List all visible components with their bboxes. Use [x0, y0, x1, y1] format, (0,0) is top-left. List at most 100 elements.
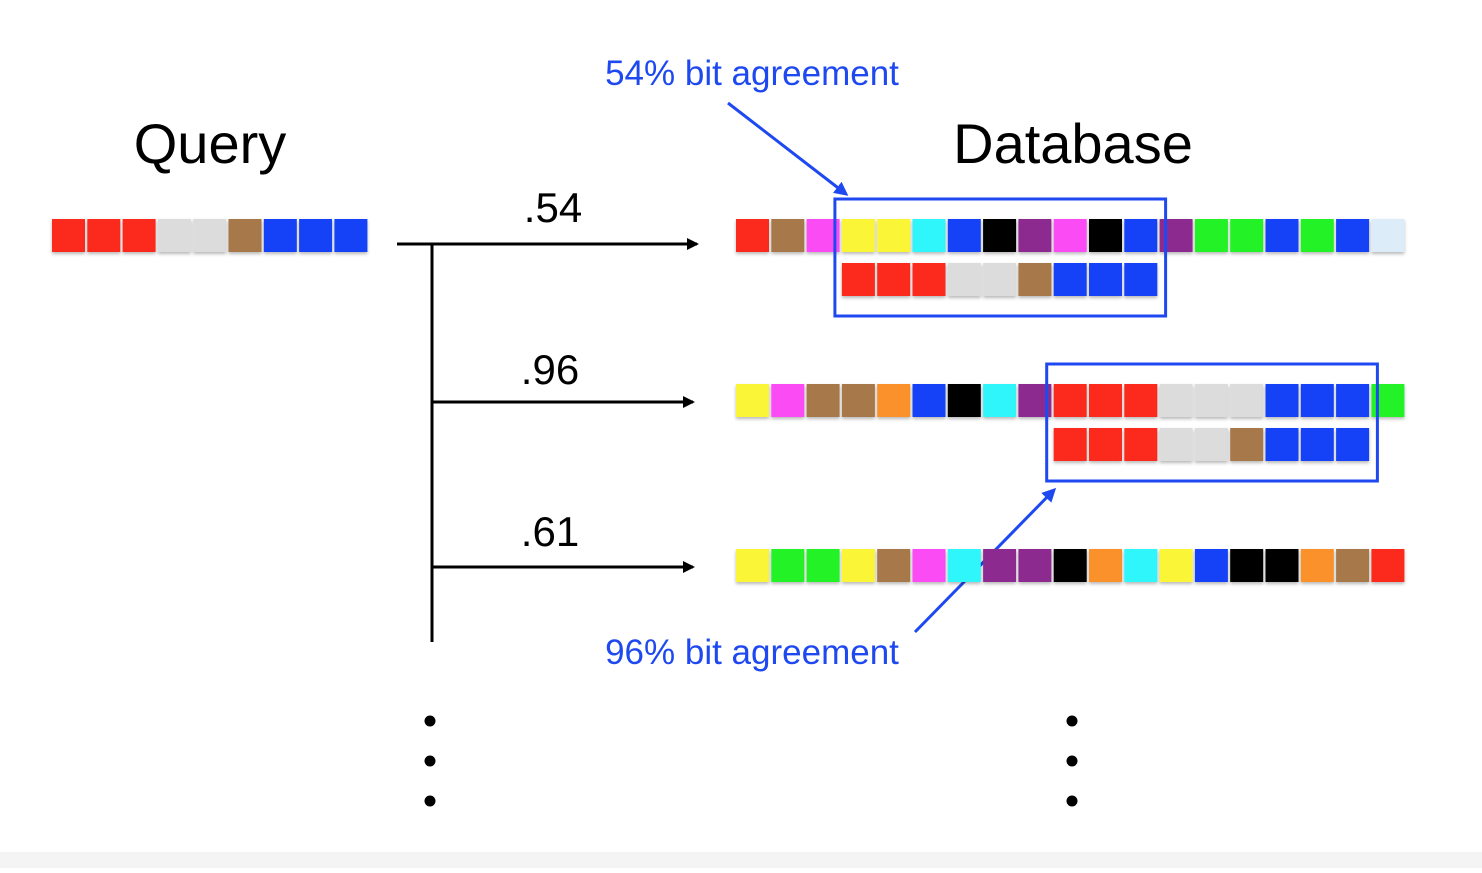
database-code-cell	[1194, 219, 1228, 252]
database-code-cell	[877, 384, 911, 417]
database-code-cell	[1230, 219, 1264, 252]
query-code-cell	[87, 219, 121, 252]
database-code-cell	[806, 384, 840, 417]
aligned-query-cell	[1053, 263, 1087, 296]
database-code-cell	[1300, 549, 1334, 582]
aligned-query-cell	[1089, 428, 1122, 461]
ellipsis-dot	[424, 795, 436, 807]
database-code-cell	[1371, 219, 1405, 252]
database-code-cell	[1089, 549, 1122, 582]
database-code-cell	[841, 219, 875, 252]
database-code-cell	[1124, 384, 1158, 417]
database-code-cell	[771, 384, 805, 417]
aligned-query-cell	[1124, 428, 1158, 461]
database-code-cell	[1053, 549, 1087, 582]
database-code-cell	[806, 549, 840, 582]
database-code-cell	[736, 384, 769, 417]
annotation-top-arrow	[727, 101, 849, 196]
database-code-cell	[877, 219, 911, 252]
aligned-query-cell	[1053, 428, 1087, 461]
database-code-cell	[771, 219, 805, 252]
database-code-cell	[983, 219, 1017, 252]
aligned-query-cell	[1300, 428, 1334, 461]
database-code-cell	[1265, 219, 1299, 252]
aligned-query-cell	[1159, 428, 1193, 461]
database-code-cell	[1336, 549, 1370, 582]
aligned-query-cell	[912, 263, 946, 296]
ellipsis-dot	[1066, 795, 1078, 807]
query-code-cell	[334, 219, 368, 252]
database-code-cell	[771, 549, 805, 582]
aligned-query-cell	[1089, 263, 1122, 296]
aligned-query-cell	[1230, 428, 1264, 461]
database-code-cell	[841, 549, 875, 582]
query-title: Query	[134, 112, 287, 175]
score-label-2: .96	[521, 346, 579, 393]
query-code-cell	[228, 219, 262, 252]
code-cells	[52, 197, 1405, 582]
database-code-cell	[736, 219, 769, 252]
database-code-cell	[1265, 549, 1299, 582]
database-code-cell	[1194, 384, 1228, 417]
database-code-cell	[1053, 384, 1087, 417]
database-title: Database	[953, 112, 1193, 175]
query-code-cell	[299, 219, 333, 252]
database-code-cell	[841, 384, 875, 417]
database-code-cell	[1124, 549, 1158, 582]
ellipsis-dot	[1066, 755, 1078, 767]
ellipsis-dot	[424, 715, 436, 727]
database-code-cell	[912, 384, 946, 417]
score-label-1: .54	[524, 184, 582, 231]
database-code-cell	[877, 549, 911, 582]
ellipsis-dot	[1066, 715, 1078, 727]
database-code-cell	[1300, 384, 1334, 417]
database-code-cell	[1230, 549, 1264, 582]
database-code-cell	[947, 219, 981, 252]
aligned-query-cell	[1194, 428, 1228, 461]
aligned-query-cell	[841, 263, 875, 296]
database-code-cell	[1230, 384, 1264, 417]
match-window-box	[833, 197, 1168, 318]
aligned-query-cell	[1124, 263, 1158, 296]
database-code-cell	[1300, 219, 1334, 252]
database-code-cell	[1124, 219, 1158, 252]
database-code-cell	[947, 384, 981, 417]
match-window-box	[1045, 362, 1379, 483]
database-code-cell	[983, 384, 1017, 417]
database-code-cell	[912, 219, 946, 252]
score-label-3: .61	[521, 508, 579, 555]
database-code-cell	[947, 549, 981, 582]
database-code-cell	[1336, 384, 1370, 417]
database-code-cell	[1159, 549, 1193, 582]
aligned-query-cell	[1265, 428, 1299, 461]
database-code-cell	[1053, 219, 1087, 252]
database-code-cell	[1089, 219, 1122, 252]
annotation-bottom: 96% bit agreement	[605, 633, 899, 672]
database-code-cell	[1018, 549, 1052, 582]
query-code-cell	[157, 219, 191, 252]
annotation-top: 54% bit agreement	[605, 54, 899, 93]
aligned-query-cell	[947, 263, 981, 296]
aligned-query-cell	[1018, 263, 1052, 296]
database-code-cell	[983, 549, 1017, 582]
database-code-cell	[912, 549, 946, 582]
aligned-query-cell	[1336, 428, 1370, 461]
database-code-cell	[1018, 219, 1052, 252]
query-code-cell	[52, 219, 85, 252]
database-code-cell	[1265, 384, 1299, 417]
query-code-cell	[122, 219, 156, 252]
query-code-cell	[263, 219, 297, 252]
database-code-cell	[736, 549, 769, 582]
bottom-band	[0, 852, 1482, 868]
aligned-query-cell	[877, 263, 911, 296]
query-code-cell	[193, 219, 227, 252]
database-code-cell	[1089, 384, 1122, 417]
database-code-cell	[1371, 549, 1405, 582]
database-code-cell	[1159, 384, 1193, 417]
database-code-cell	[1194, 549, 1228, 582]
aligned-query-cell	[983, 263, 1017, 296]
database-code-cell	[1336, 219, 1370, 252]
ellipsis-dot	[424, 755, 436, 767]
